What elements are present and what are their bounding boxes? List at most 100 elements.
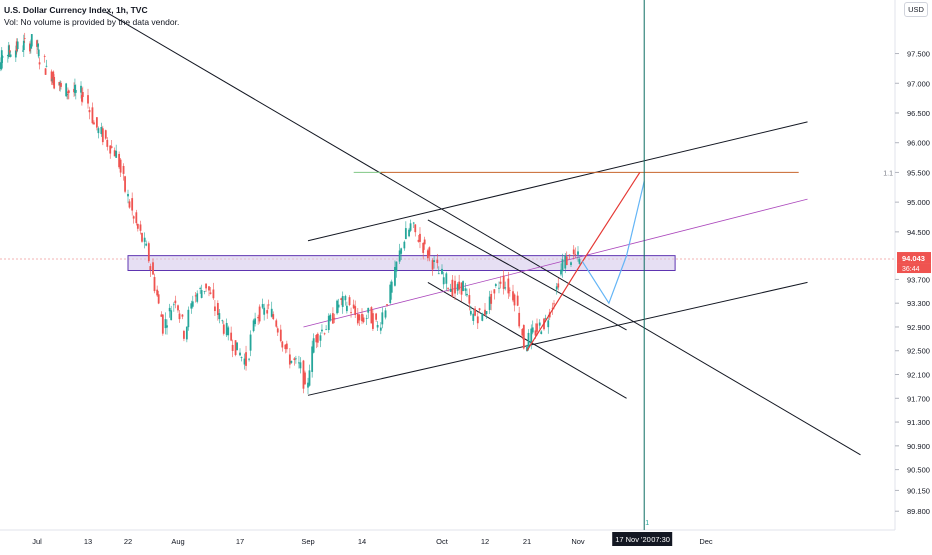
candle-body — [445, 273, 448, 284]
chart-legend: U.S. Dollar Currency Index, 1h, TVC Vol:… — [4, 4, 179, 28]
candle-body — [225, 322, 228, 336]
candle-body — [389, 284, 392, 304]
candle-body — [200, 290, 203, 298]
candle-body — [568, 254, 571, 256]
candle-body — [490, 294, 493, 304]
y-tick-label: 96.000 — [907, 139, 930, 148]
y-tick-label: 92.100 — [907, 371, 930, 380]
candle-body — [136, 223, 139, 229]
candle-body — [36, 40, 38, 47]
candle-body — [574, 254, 577, 255]
currency-button[interactable]: USD — [904, 2, 928, 17]
candle-body — [390, 281, 393, 293]
candle-body — [65, 83, 68, 97]
candle-body — [81, 92, 84, 97]
candle-body — [147, 243, 150, 262]
candle-body — [248, 358, 250, 360]
candle-body — [81, 94, 83, 102]
x-tick-label: 12 — [481, 537, 489, 546]
candle-body — [484, 309, 486, 315]
candle-body — [557, 283, 560, 288]
candle-body — [194, 295, 197, 297]
candle-body — [221, 320, 224, 322]
candle-body — [203, 290, 206, 292]
candle-body — [172, 304, 175, 306]
candle-body — [384, 310, 387, 318]
candle-body — [333, 317, 336, 319]
candle-body — [428, 247, 431, 256]
candle-body — [299, 362, 302, 369]
candle-body — [128, 201, 131, 208]
candle-body — [530, 328, 533, 344]
candle-body — [216, 303, 219, 316]
symbol-title[interactable]: U.S. Dollar Currency Index, 1h, TVC — [4, 5, 148, 15]
candle-body — [160, 314, 163, 317]
candle-body — [245, 352, 247, 366]
candle-body — [43, 55, 46, 57]
candle-body — [381, 312, 384, 325]
candle-body — [319, 335, 322, 341]
channel-bottom-line — [427, 281, 627, 399]
candle-body — [498, 287, 500, 289]
x-tick-label: Aug — [171, 537, 184, 546]
candle-body — [398, 250, 401, 262]
candle-body — [485, 311, 488, 315]
x-tick-label: Dec — [699, 537, 713, 546]
candle-body — [372, 313, 374, 329]
candle-body — [504, 287, 507, 289]
candle-body — [93, 122, 95, 125]
candle-body — [67, 90, 70, 93]
candle-body — [522, 325, 525, 349]
candle-body — [358, 314, 361, 321]
candle-body — [437, 273, 440, 275]
candle-body — [236, 342, 238, 351]
candle-body — [254, 318, 256, 325]
candle-body — [143, 237, 146, 242]
candle-body — [127, 193, 129, 197]
candle-body — [458, 281, 461, 290]
y-tick-label: 90.900 — [907, 442, 930, 451]
candle-body — [442, 277, 445, 285]
candle-body — [243, 358, 246, 365]
candle-body — [512, 291, 514, 301]
candle-body — [329, 314, 332, 321]
candle-body — [181, 314, 184, 317]
candle-body — [7, 45, 10, 57]
candle-body — [152, 262, 154, 275]
candle-body — [36, 43, 39, 47]
candle-body — [276, 328, 279, 333]
candle-body — [494, 284, 497, 286]
candle-body — [488, 296, 491, 310]
candle-body — [433, 260, 435, 262]
candle-body — [106, 139, 109, 147]
candle-body — [312, 338, 315, 353]
candle-body — [135, 212, 138, 224]
candle-body — [6, 55, 9, 57]
candle-body — [362, 317, 365, 323]
candle-body — [288, 354, 291, 365]
candle-body — [417, 239, 420, 242]
candle-body — [279, 329, 282, 341]
candle-body — [449, 288, 452, 292]
candle-body — [109, 145, 112, 154]
candle-body — [178, 313, 181, 320]
candle-body — [156, 289, 159, 296]
y-tick-label: 97.000 — [907, 79, 930, 88]
fib-level-label: 1.1 — [883, 170, 893, 177]
candle-body — [308, 370, 311, 386]
candle-body — [468, 295, 471, 304]
candle-body — [157, 294, 160, 304]
candle-body — [122, 165, 125, 174]
candle-body — [239, 352, 241, 356]
candle-body — [87, 95, 89, 104]
x-tick-label: 17 — [236, 537, 244, 546]
candle-body — [451, 279, 454, 297]
candle-body — [168, 307, 171, 312]
candle-body — [466, 293, 468, 296]
countdown-box — [897, 263, 931, 274]
candle-body — [400, 248, 403, 254]
candle-body — [124, 176, 126, 192]
